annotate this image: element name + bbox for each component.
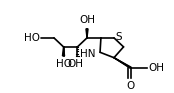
Text: S: S [116,32,122,42]
Polygon shape [62,47,65,56]
Text: OH: OH [148,63,164,73]
Text: O: O [126,81,135,91]
Text: HO: HO [24,33,40,43]
Polygon shape [86,29,88,38]
Text: HO: HO [56,59,72,69]
Text: HN: HN [80,49,96,59]
Text: OH: OH [68,59,84,69]
Polygon shape [114,58,131,68]
Text: OH: OH [79,15,95,25]
